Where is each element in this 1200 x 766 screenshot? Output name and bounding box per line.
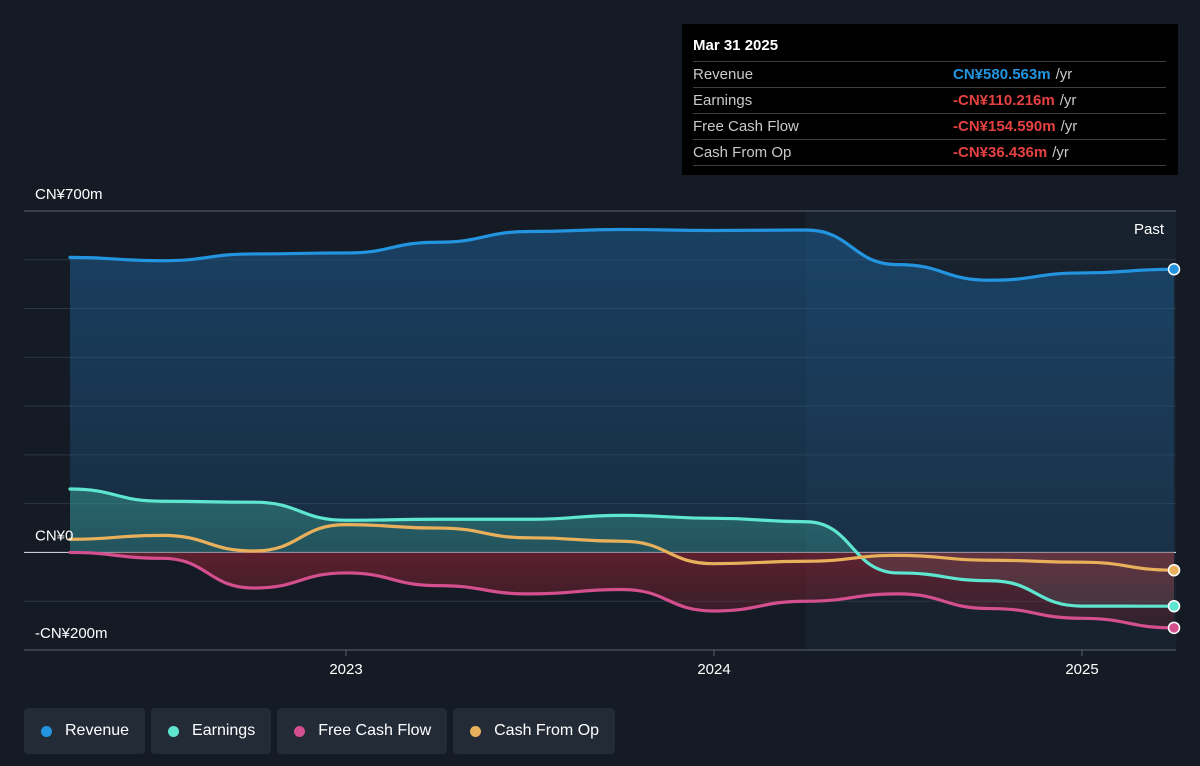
area-free-cash-flow — [70, 552, 1174, 628]
y-tick-label: CN¥700m — [35, 186, 103, 203]
chart-svg: CN¥700m CN¥0 -CN¥200m 2023 2024 2025 Past — [24, 186, 1181, 678]
series-line-revenue — [68, 227, 1176, 282]
series-line-cash-from-op — [68, 523, 1176, 572]
tooltip-date: Mar 31 2025 — [693, 37, 779, 54]
tooltip-row-cash-from-op: Cash From Op -CN¥36.436m /yr — [693, 139, 1166, 166]
tooltip-value: -CN¥154.590m — [953, 118, 1056, 135]
legend-item-revenue[interactable]: Revenue — [24, 708, 146, 754]
x-tick-label: 2024 — [697, 661, 730, 678]
legend-label: Free Cash Flow — [318, 722, 432, 739]
legend-dot — [168, 725, 180, 737]
area-fills — [70, 229, 1174, 628]
legend-label: Earnings — [192, 722, 256, 739]
end-points — [1167, 262, 1181, 635]
series-lines — [68, 227, 1176, 630]
tooltip-label: Revenue — [693, 66, 754, 83]
tooltip-unit: /yr — [1060, 118, 1078, 135]
tooltip-label: Cash From Op — [693, 144, 792, 161]
tooltip-row-earnings: Earnings -CN¥110.216m /yr — [693, 87, 1166, 113]
x-tick-label: 2023 — [329, 661, 362, 678]
end-point-cash-from-op — [1167, 563, 1181, 577]
end-point-earnings — [1167, 599, 1181, 613]
tooltip-value: -CN¥36.436m — [953, 144, 1048, 161]
legend-label: Cash From Op — [494, 722, 600, 739]
tooltip-label: Earnings — [693, 92, 753, 109]
past-label: Past — [1134, 221, 1165, 238]
tooltip-row-revenue: Revenue CN¥580.563m /yr — [693, 61, 1166, 87]
y-tick-label: -CN¥200m — [35, 625, 108, 642]
tooltip-panel: Mar 31 2025 Revenue CN¥580.563m /yr Earn… — [682, 24, 1178, 175]
tooltip-value: CN¥580.563m — [953, 66, 1051, 83]
tooltip-unit: /yr — [1055, 66, 1073, 83]
legend-dot — [294, 725, 306, 737]
tooltip-value: -CN¥110.216m — [953, 92, 1055, 109]
area-earnings — [70, 489, 1174, 607]
legend-item-earnings[interactable]: Earnings — [151, 708, 272, 754]
y-tick-label: CN¥0 — [35, 527, 73, 544]
area-revenue — [70, 229, 1174, 553]
x-tick-label: 2025 — [1065, 661, 1098, 678]
tooltip-unit: /yr — [1052, 144, 1069, 161]
legend-dot — [470, 725, 482, 737]
end-point-free-cash-flow — [1167, 621, 1181, 635]
legend-item-free-cash-flow[interactable]: Free Cash Flow — [277, 708, 448, 754]
series-line-free-cash-flow — [68, 550, 1176, 630]
legend-dot — [41, 725, 52, 737]
chart-legend: Revenue Earnings Free Cash Flow Cash Fro… — [24, 708, 616, 754]
tooltip-row-free-cash-flow: Free Cash Flow -CN¥154.590m /yr — [693, 113, 1166, 139]
tooltip-label: Free Cash Flow — [693, 118, 799, 135]
axis-labels: CN¥700m CN¥0 -CN¥200m 2023 2024 2025 Past — [35, 186, 1165, 678]
end-point-revenue — [1167, 262, 1181, 276]
legend-item-cash-from-op[interactable]: Cash From Op — [453, 708, 616, 754]
tooltip-unit: /yr — [1059, 92, 1077, 109]
legend-label: Revenue — [65, 722, 130, 739]
series-line-earnings — [68, 487, 1176, 608]
